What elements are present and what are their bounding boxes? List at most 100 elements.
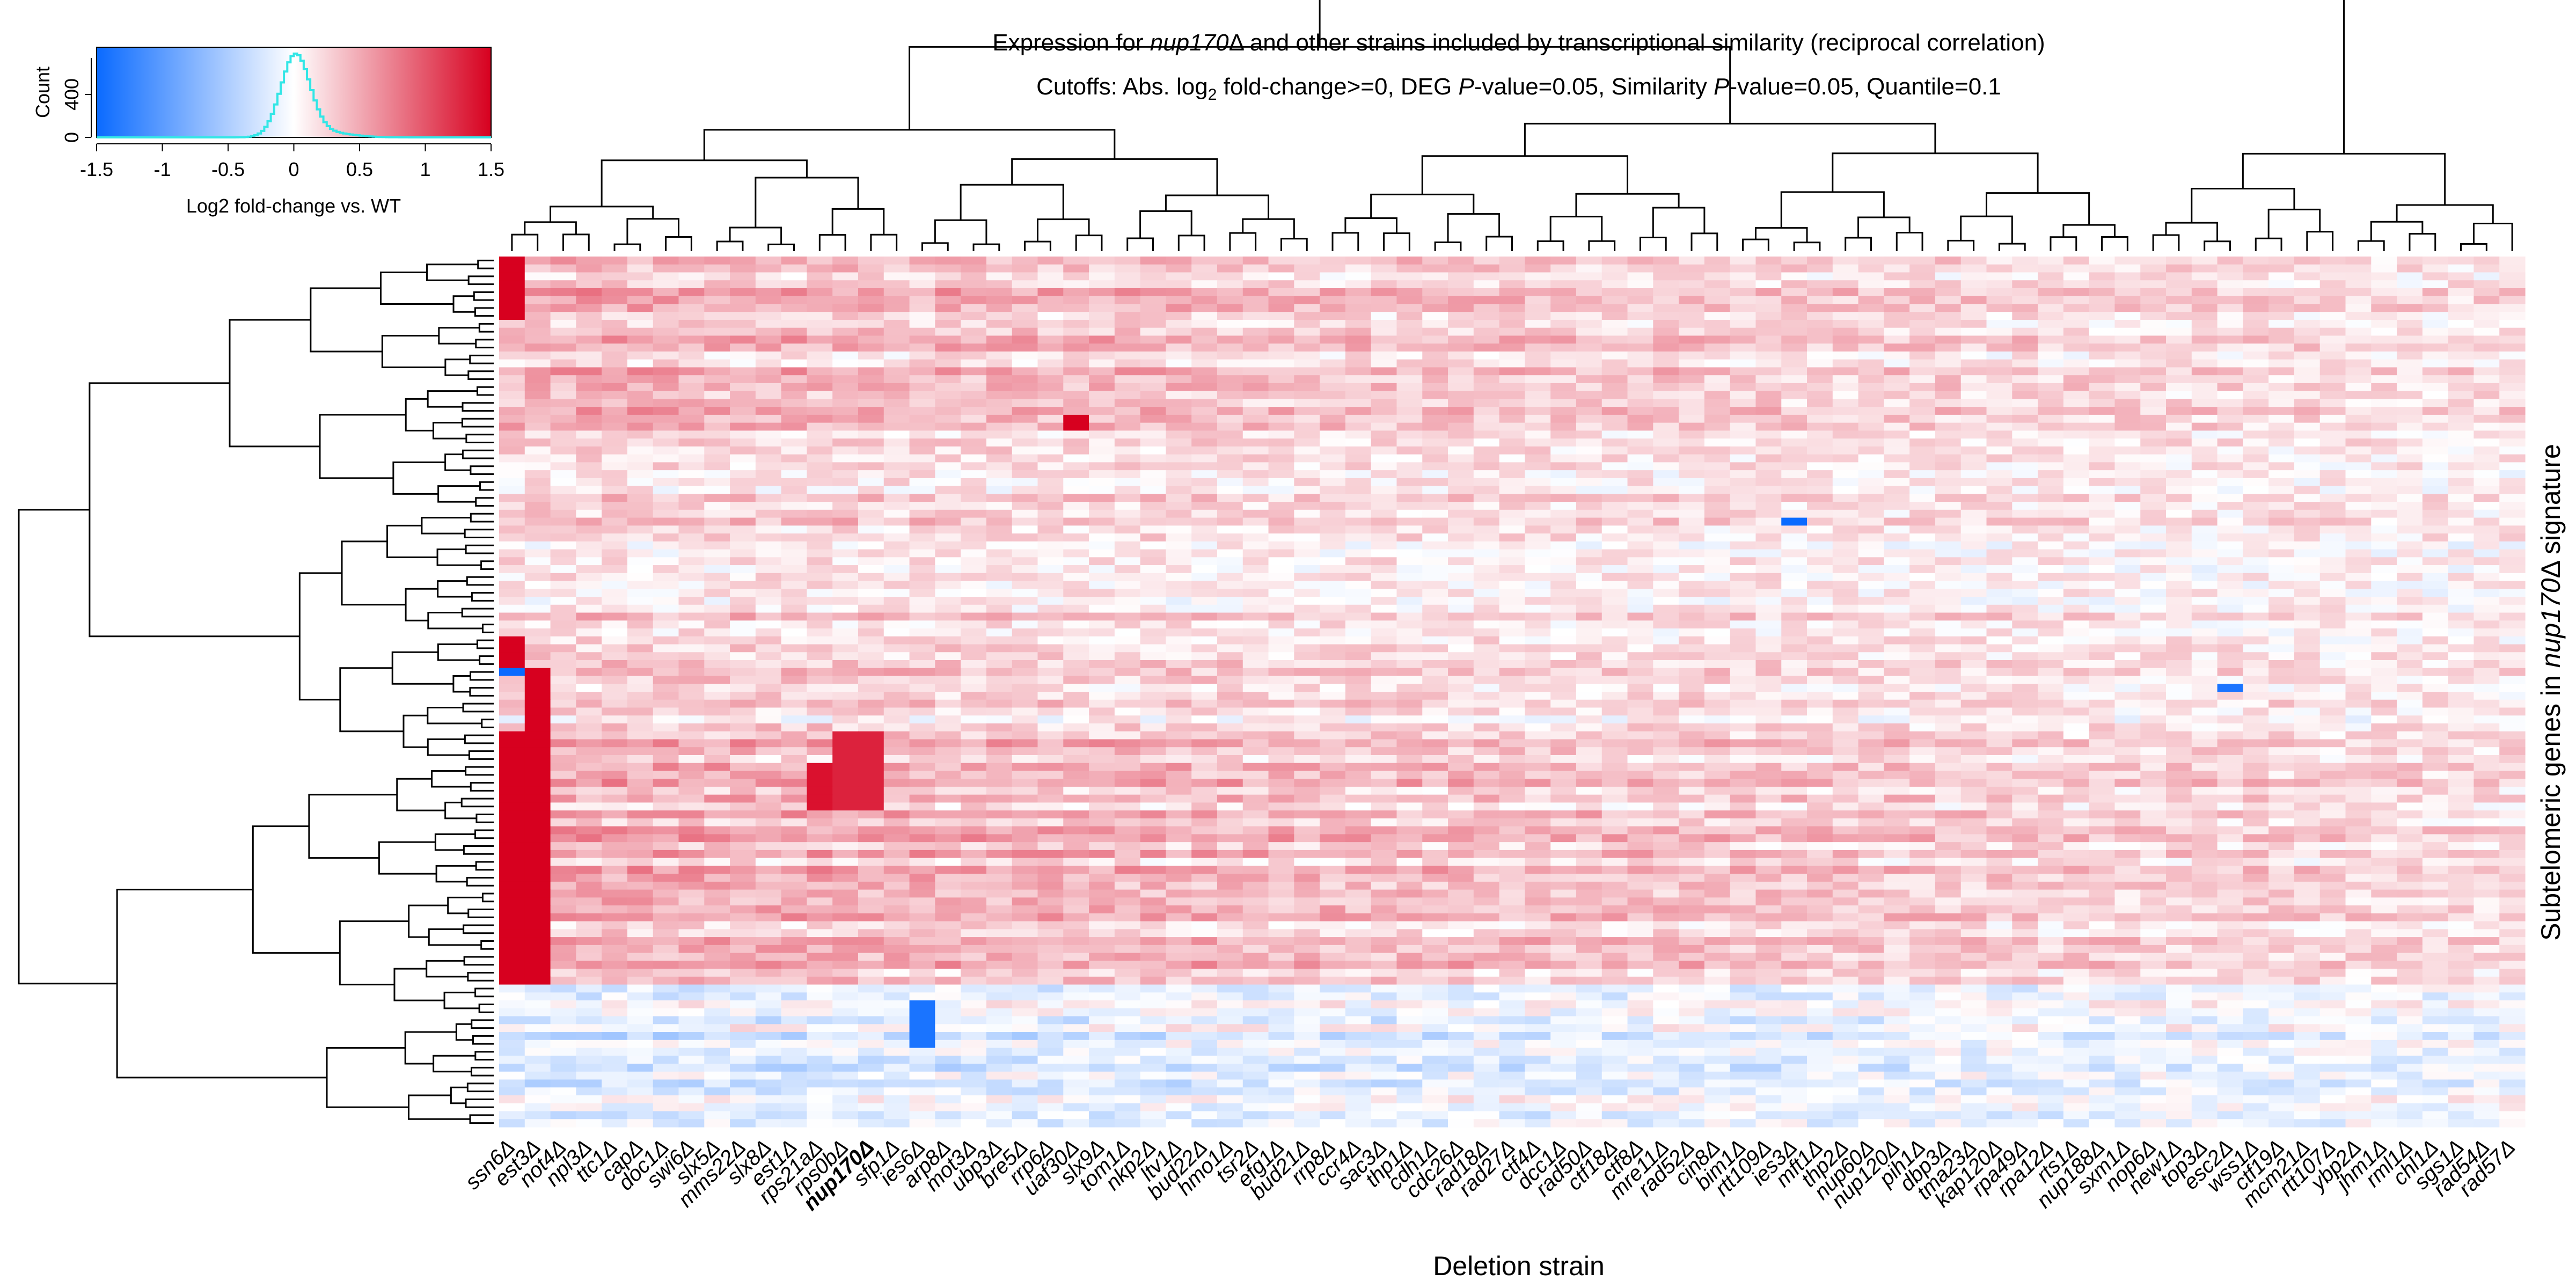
- heatmap-cell: [627, 723, 654, 732]
- heatmap-cell: [1140, 375, 1166, 384]
- heatmap-cell: [1320, 636, 1346, 645]
- heatmap-cell: [1525, 715, 1551, 724]
- heatmap-cell: [909, 446, 935, 455]
- heatmap-cell: [2166, 351, 2192, 360]
- heatmap-cell: [1755, 565, 1782, 574]
- dendrogram-branch: [467, 971, 494, 982]
- heatmap-cell: [627, 407, 654, 415]
- heatmap-cell: [1679, 660, 1705, 669]
- heatmap-cell: [935, 565, 961, 574]
- heatmap-cell: [2397, 597, 2423, 605]
- heatmap-cell: [2422, 335, 2449, 344]
- heatmap-cell: [678, 438, 705, 447]
- heatmap-cell: [2345, 533, 2372, 542]
- heatmap-cell: [1396, 399, 1423, 407]
- heatmap-cell: [2473, 438, 2500, 447]
- heatmap-cell: [1371, 628, 1397, 637]
- heatmap-cell: [1909, 557, 1936, 566]
- heatmap-cell: [2191, 502, 2218, 510]
- heatmap-cell: [550, 272, 576, 281]
- heatmap-cell: [755, 509, 782, 518]
- heatmap-cell: [2038, 684, 2064, 692]
- heatmap-cell: [2397, 399, 2423, 407]
- heatmap-cell: [1807, 312, 1833, 320]
- heatmap-cell: [2371, 288, 2397, 297]
- heatmap-cell: [1217, 549, 1243, 558]
- heatmap-cell: [1858, 620, 1884, 629]
- heatmap-cell: [909, 573, 935, 582]
- heatmap-cell: [1986, 597, 2012, 605]
- heatmap-cell: [1653, 660, 1679, 669]
- heatmap-cell: [2038, 391, 2064, 400]
- heatmap-cell: [2499, 636, 2526, 645]
- heatmap-cell: [883, 422, 910, 431]
- heatmap-cell: [2012, 257, 2038, 265]
- heatmap-cell: [2038, 692, 2064, 700]
- heatmap-cell: [1858, 462, 1884, 471]
- heatmap-cell: [1191, 565, 1218, 574]
- heatmap-cell: [858, 692, 884, 700]
- heatmap-cell: [499, 272, 525, 281]
- heatmap-cell: [986, 494, 1013, 502]
- heatmap-cell: [1063, 502, 1089, 510]
- heatmap-cell: [1448, 557, 1474, 566]
- dendrogram-branch: [480, 940, 494, 950]
- heatmap-cell: [2397, 549, 2423, 558]
- color-key-tick-label: 0: [61, 132, 83, 143]
- heatmap-cell: [730, 407, 756, 415]
- heatmap-cell: [1114, 628, 1141, 637]
- heatmap-cell: [1576, 343, 1602, 352]
- heatmap-cell: [1858, 327, 1884, 336]
- heatmap-cell: [2448, 486, 2475, 494]
- heatmap-cell: [704, 280, 730, 289]
- heatmap-cell: [1473, 668, 1500, 677]
- heatmap-cell: [1653, 525, 1679, 534]
- heatmap-cell: [2499, 644, 2526, 653]
- heatmap-cell: [1037, 644, 1064, 653]
- heatmap-cell: [627, 707, 654, 716]
- heatmap-cell: [1473, 541, 1500, 550]
- heatmap-cell: [1601, 573, 1628, 582]
- heatmap-cell: [2345, 470, 2372, 479]
- heatmap-cell: [2473, 692, 2500, 700]
- heatmap-cell: [807, 589, 833, 597]
- heatmap-cell: [524, 407, 551, 415]
- heatmap-cell: [1832, 581, 1859, 589]
- heatmap-cell: [653, 581, 679, 589]
- heatmap-cell: [1371, 509, 1397, 518]
- heatmap-cell: [2140, 272, 2167, 281]
- heatmap-cell: [2448, 414, 2475, 423]
- heatmap-cell: [1448, 383, 1474, 392]
- heatmap-cell: [2089, 644, 2116, 653]
- heatmap-cell: [2319, 589, 2346, 597]
- heatmap-cell: [1832, 430, 1859, 439]
- heatmap-cell: [2448, 517, 2475, 526]
- heatmap-cell: [2012, 715, 2038, 724]
- heatmap-cell: [1140, 557, 1166, 566]
- heatmap-cell: [1166, 359, 1192, 368]
- heatmap-cell: [1345, 257, 1372, 265]
- heatmap-cell: [1730, 533, 1757, 542]
- heatmap-cell: [730, 692, 756, 700]
- heatmap-cell: [1627, 684, 1653, 692]
- heatmap-cell: [1320, 541, 1346, 550]
- heatmap-cell: [576, 517, 602, 526]
- heatmap-cell: [602, 502, 628, 510]
- heatmap-cell: [1653, 312, 1679, 320]
- heatmap-cell: [1499, 684, 1525, 692]
- heatmap-cell: [1268, 422, 1294, 431]
- heatmap-cell: [602, 478, 628, 487]
- heatmap-cell: [1242, 707, 1269, 716]
- heatmap-cell: [961, 257, 987, 265]
- heatmap-cell: [1089, 628, 1115, 637]
- heatmap-cell: [1755, 549, 1782, 558]
- heatmap-cell: [1166, 502, 1192, 510]
- heatmap-cell: [909, 391, 935, 400]
- heatmap-cell: [1037, 470, 1064, 479]
- heatmap-cell: [1653, 597, 1679, 605]
- heatmap-cell: [2371, 272, 2397, 281]
- heatmap-cell: [1396, 589, 1423, 597]
- heatmap-cell: [935, 581, 961, 589]
- heatmap-cell: [1089, 486, 1115, 494]
- heatmap-cell: [1935, 438, 1962, 447]
